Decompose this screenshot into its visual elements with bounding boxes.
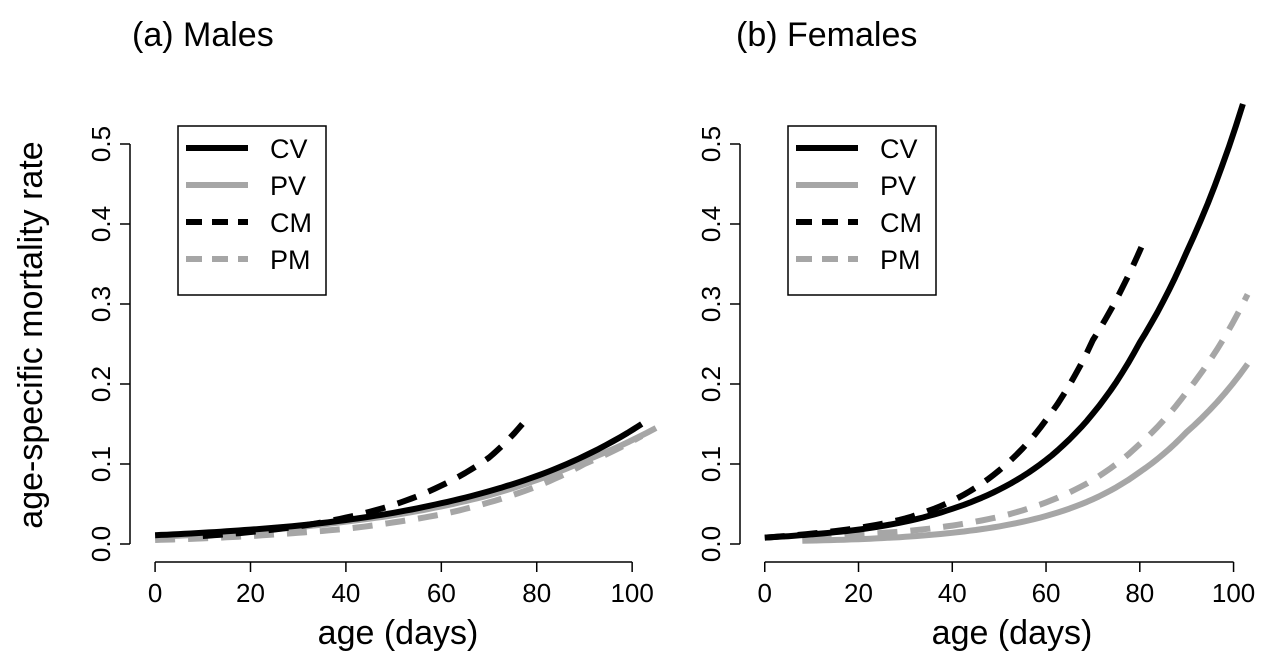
- x-tick-label: 80: [522, 578, 551, 608]
- x-tick-label: 60: [1032, 578, 1061, 608]
- legend-label-pm: PM: [270, 245, 311, 275]
- series-line-cv: [154, 421, 644, 539]
- y-tick-label: 0.2: [696, 366, 726, 402]
- y-tick-label: 0.3: [696, 286, 726, 322]
- y-axis-ticks: 0.0 0.1 0.2 0.3 0.4 0.5: [86, 126, 130, 562]
- panel-title: (b) Females: [736, 16, 917, 54]
- x-axis-label: age (days): [318, 614, 479, 652]
- series-lines: [154, 421, 658, 543]
- series-line-pm: [154, 433, 644, 543]
- x-tick-label: 80: [1125, 578, 1154, 608]
- y-tick-label: 0.5: [86, 126, 116, 162]
- legend-label-cm: CM: [270, 208, 312, 238]
- series-line-cm: [202, 422, 525, 539]
- y-tick-label: 0.0: [696, 526, 726, 562]
- x-tick-label: 0: [758, 578, 772, 608]
- legend-label-pv: PV: [270, 171, 306, 201]
- panel-title: (a) Males: [132, 16, 274, 54]
- x-axis-label: age (days): [932, 614, 1093, 652]
- legend: CV PV CM PM: [177, 125, 327, 296]
- x-axis-ticks: 0 20 40 60 80 100: [758, 562, 1255, 608]
- legend-label-cm: CM: [880, 208, 922, 238]
- series-line-pv: [802, 362, 1251, 544]
- legend-label-cv: CV: [270, 134, 308, 164]
- y-tick-label: 0.4: [696, 206, 726, 242]
- y-tick-label: 0.0: [86, 526, 116, 562]
- y-tick-label: 0.3: [86, 286, 116, 322]
- x-tick-label: 20: [236, 578, 265, 608]
- y-axis-label: age-specific mortality rate: [12, 141, 50, 528]
- x-tick-label: 60: [427, 578, 456, 608]
- legend-label-pm: PM: [880, 245, 921, 275]
- panel-females: (b) Females 0 20 40 60 80 100 0.0 0.1 0.2 0.3 0.4…: [696, 16, 1255, 652]
- legend-label-cv: CV: [880, 134, 918, 164]
- x-tick-label: 0: [148, 578, 162, 608]
- x-axis-ticks: 0 20 40 60 80 100: [148, 562, 654, 608]
- series-lines: [764, 103, 1251, 544]
- panel-males: (a) Males 0 20 40 60 80 100 0.00.10.20.30.40.…: [86, 16, 658, 652]
- x-tick-label: 100: [1212, 578, 1255, 608]
- x-tick-label: 40: [331, 578, 360, 608]
- legend: CV PV CM PM: [787, 125, 937, 296]
- legend-label-pv: PV: [880, 171, 916, 201]
- y-tick-label: 0.4: [86, 206, 116, 242]
- y-tick-label: 0.2: [86, 366, 116, 402]
- series-line-pm: [811, 293, 1251, 541]
- series-line-cm: [764, 238, 1148, 541]
- y-tick-label: 0.1: [86, 446, 116, 482]
- legend-box: [177, 125, 327, 296]
- x-tick-label: 100: [610, 578, 653, 608]
- x-tick-label: 40: [938, 578, 967, 608]
- y-axis-ticks: 0.0 0.1 0.2 0.3 0.4 0.5: [696, 126, 740, 562]
- legend-box: [787, 125, 937, 296]
- x-tick-label: 20: [844, 578, 873, 608]
- y-tick-label: 0.5: [696, 126, 726, 162]
- y-tick-label: 0.1: [696, 446, 726, 482]
